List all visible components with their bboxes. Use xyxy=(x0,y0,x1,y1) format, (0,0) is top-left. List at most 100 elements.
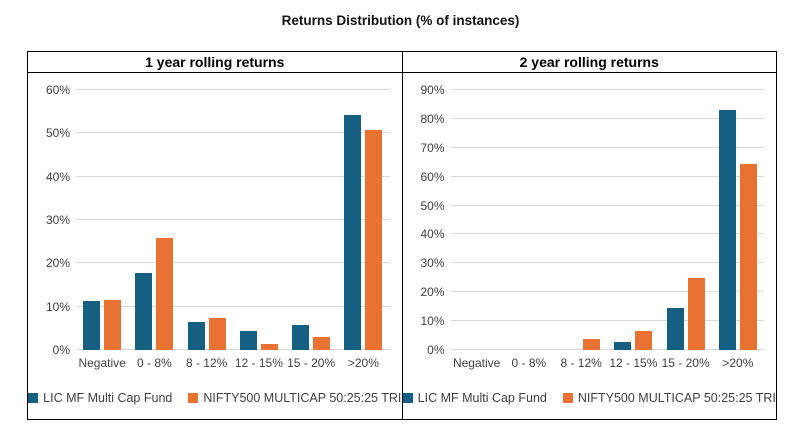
legend-label: NIFTY500 MULTICAP 50:25:25 TRI xyxy=(577,390,776,405)
gridline-70% xyxy=(450,146,764,148)
bar-LIC MF Multi Cap Fund xyxy=(187,321,205,350)
bar-NIFTY500 MULTICAP 50:25:25 TRI xyxy=(260,343,278,350)
category-label: Negative xyxy=(452,356,501,370)
y-axis-tick-label: 20% xyxy=(45,256,70,271)
legend-swatch xyxy=(28,392,39,403)
bar-NIFTY500 MULTICAP 50:25:25 TRI xyxy=(687,277,705,350)
bar-NIFTY500 MULTICAP 50:25:25 TRI xyxy=(365,129,383,350)
legend-1-year: LIC MF Multi Cap Fund NIFTY500 MULTICAP 5… xyxy=(28,376,402,419)
bar-group-15 - 20% xyxy=(660,90,712,350)
bar-LIC MF Multi Cap Fund xyxy=(83,301,101,350)
y-axis-tick-label: 60% xyxy=(45,83,70,97)
bar-LIC MF Multi Cap Fund xyxy=(292,324,310,350)
bar-group-8 - 12% xyxy=(555,90,607,350)
gridline-0% xyxy=(76,349,390,350)
gridline-60% xyxy=(76,89,390,90)
category-label: >20% xyxy=(347,356,379,370)
bar-group-12 - 15% xyxy=(233,90,285,350)
gridline-60% xyxy=(450,175,764,177)
bar-NIFTY500 MULTICAP 50:25:25 TRI xyxy=(739,163,757,350)
panel-2-year-rolling-returns: 2 year rolling returns 0% 10% 20% 30% 40% 50%… xyxy=(402,52,777,419)
category-label: 15 - 20% xyxy=(661,356,710,370)
y-axis-tick-label: 40% xyxy=(45,169,70,184)
y-axis-tick-label: 50% xyxy=(45,126,70,141)
bar-NIFTY500 MULTICAP 50:25:25 TRI xyxy=(583,338,601,350)
y-axis-tick-label: 40% xyxy=(420,227,445,242)
gridline-80% xyxy=(450,117,764,119)
panel-2-year-plot: 0% 10% 20% 30% 40% 50% 60% 70% 80% 90% Negative 0 … xyxy=(402,73,777,419)
bar-LIC MF Multi Cap Fund xyxy=(135,272,153,350)
category-label: 15 - 20% xyxy=(287,356,336,370)
bar-NIFTY500 MULTICAP 50:25:25 TRI xyxy=(104,299,122,350)
y-axis-tick-label: 30% xyxy=(45,213,70,227)
gridline-50% xyxy=(76,132,390,134)
legend-label: NIFTY500 MULTICAP 50:25:25 TRI xyxy=(203,390,402,405)
y-axis-tick-label: 10% xyxy=(45,299,70,314)
y-axis-tick-label: 50% xyxy=(420,198,445,213)
bar-group-12 - 15% xyxy=(607,90,659,350)
bar-group-8 - 12% xyxy=(181,90,233,350)
legend-item: NIFTY500 MULTICAP 50:25:25 TRI xyxy=(188,391,401,405)
legend-label: LIC MF Multi Cap Fund xyxy=(43,390,173,405)
gridline-40% xyxy=(450,233,764,235)
panel-1-year-plot: 0% 10% 20% 30% 40% 50% 60% Negative 0 - 8% 8 - 1… xyxy=(28,73,402,419)
y-axis-tick-label: 10% xyxy=(420,314,445,329)
bar-LIC MF Multi Cap Fund xyxy=(718,110,736,350)
bar-NIFTY500 MULTICAP 50:25:25 TRI xyxy=(208,317,226,350)
panel-2-year-title: 2 year rolling returns xyxy=(402,52,776,73)
chart-title: Returns Distribution (% of instances) xyxy=(281,13,520,28)
bar-group-Negative xyxy=(451,90,503,350)
gridline-40% xyxy=(76,175,390,177)
x-axis-categories-2-year: Negative 0 - 8% 8 - 12% 12 - 15% 15 - 20% >20… xyxy=(451,350,765,376)
legend-label: LIC MF Multi Cap Fund xyxy=(417,390,547,405)
bar-groups xyxy=(76,90,390,350)
bar-group-Negative xyxy=(76,90,128,350)
category-label: 8 - 12% xyxy=(560,356,602,370)
category-label: >20% xyxy=(722,356,754,370)
legend-swatch xyxy=(402,392,413,403)
bar-groups xyxy=(451,90,765,350)
y-axis-tick-label: 80% xyxy=(420,111,445,126)
category-label: Negative xyxy=(78,356,126,370)
legend-2-year: LIC MF Multi Cap Fund NIFTY500 MULTICAP 5… xyxy=(402,376,777,419)
bar-LIC MF Multi Cap Fund xyxy=(239,330,257,350)
legend-swatch xyxy=(562,392,573,403)
bar-group->20% xyxy=(337,90,389,350)
y-axis-tick-label: 20% xyxy=(420,285,445,300)
plot-area-2-year: 0% 10% 20% 30% 40% 50% 60% 70% 80% 90% xyxy=(420,73,765,357)
y-axis-tick-label: 0% xyxy=(52,343,70,357)
bar-group-15 - 20% xyxy=(285,90,337,350)
category-label: 0 - 8% xyxy=(137,356,172,370)
x-axis-categories-1-year: Negative 0 - 8% 8 - 12% 12 - 15% 15 - 20% >20… xyxy=(76,350,390,376)
returns-distribution-chart: 1 year rolling returns 0% 10% 20% 30% 40% 50%… xyxy=(27,51,777,420)
y-axis-tick-label: 0% xyxy=(427,343,445,357)
bar-group-0 - 8% xyxy=(503,90,555,350)
category-label: 0 - 8% xyxy=(511,356,547,370)
gridline-50% xyxy=(450,204,764,206)
bar-NIFTY500 MULTICAP 50:25:25 TRI xyxy=(313,337,331,350)
y-axis-tick-label: 60% xyxy=(420,169,445,184)
gridline-30% xyxy=(450,262,764,264)
gridline-10% xyxy=(76,305,390,307)
category-label: 8 - 12% xyxy=(185,356,228,370)
gridline-20% xyxy=(76,262,390,264)
bar-group->20% xyxy=(712,90,764,350)
category-label: 12 - 15% xyxy=(234,356,283,370)
gridline-30% xyxy=(76,219,390,220)
bar-LIC MF Multi Cap Fund xyxy=(614,341,632,350)
y-axis-tick-label: 90% xyxy=(420,83,445,97)
bar-NIFTY500 MULTICAP 50:25:25 TRI xyxy=(635,331,653,350)
y-axis-tick-label: 70% xyxy=(420,140,445,155)
panel-1-year-rolling-returns: 1 year rolling returns 0% 10% 20% 30% 40% 50%… xyxy=(28,52,403,419)
legend-swatch xyxy=(188,392,199,403)
bar-LIC MF Multi Cap Fund xyxy=(666,307,684,350)
bar-LIC MF Multi Cap Fund xyxy=(344,114,362,350)
gridline-0% xyxy=(450,349,764,350)
gridline-10% xyxy=(450,320,764,322)
y-axis-tick-label: 30% xyxy=(420,256,445,271)
gridline-20% xyxy=(450,291,764,293)
category-label: 12 - 15% xyxy=(609,356,658,370)
panel-1-year-title: 1 year rolling returns xyxy=(28,52,402,73)
legend-item: LIC MF Multi Cap Fund xyxy=(28,391,172,405)
legend-item: NIFTY500 MULTICAP 50:25:25 TRI xyxy=(562,390,776,405)
